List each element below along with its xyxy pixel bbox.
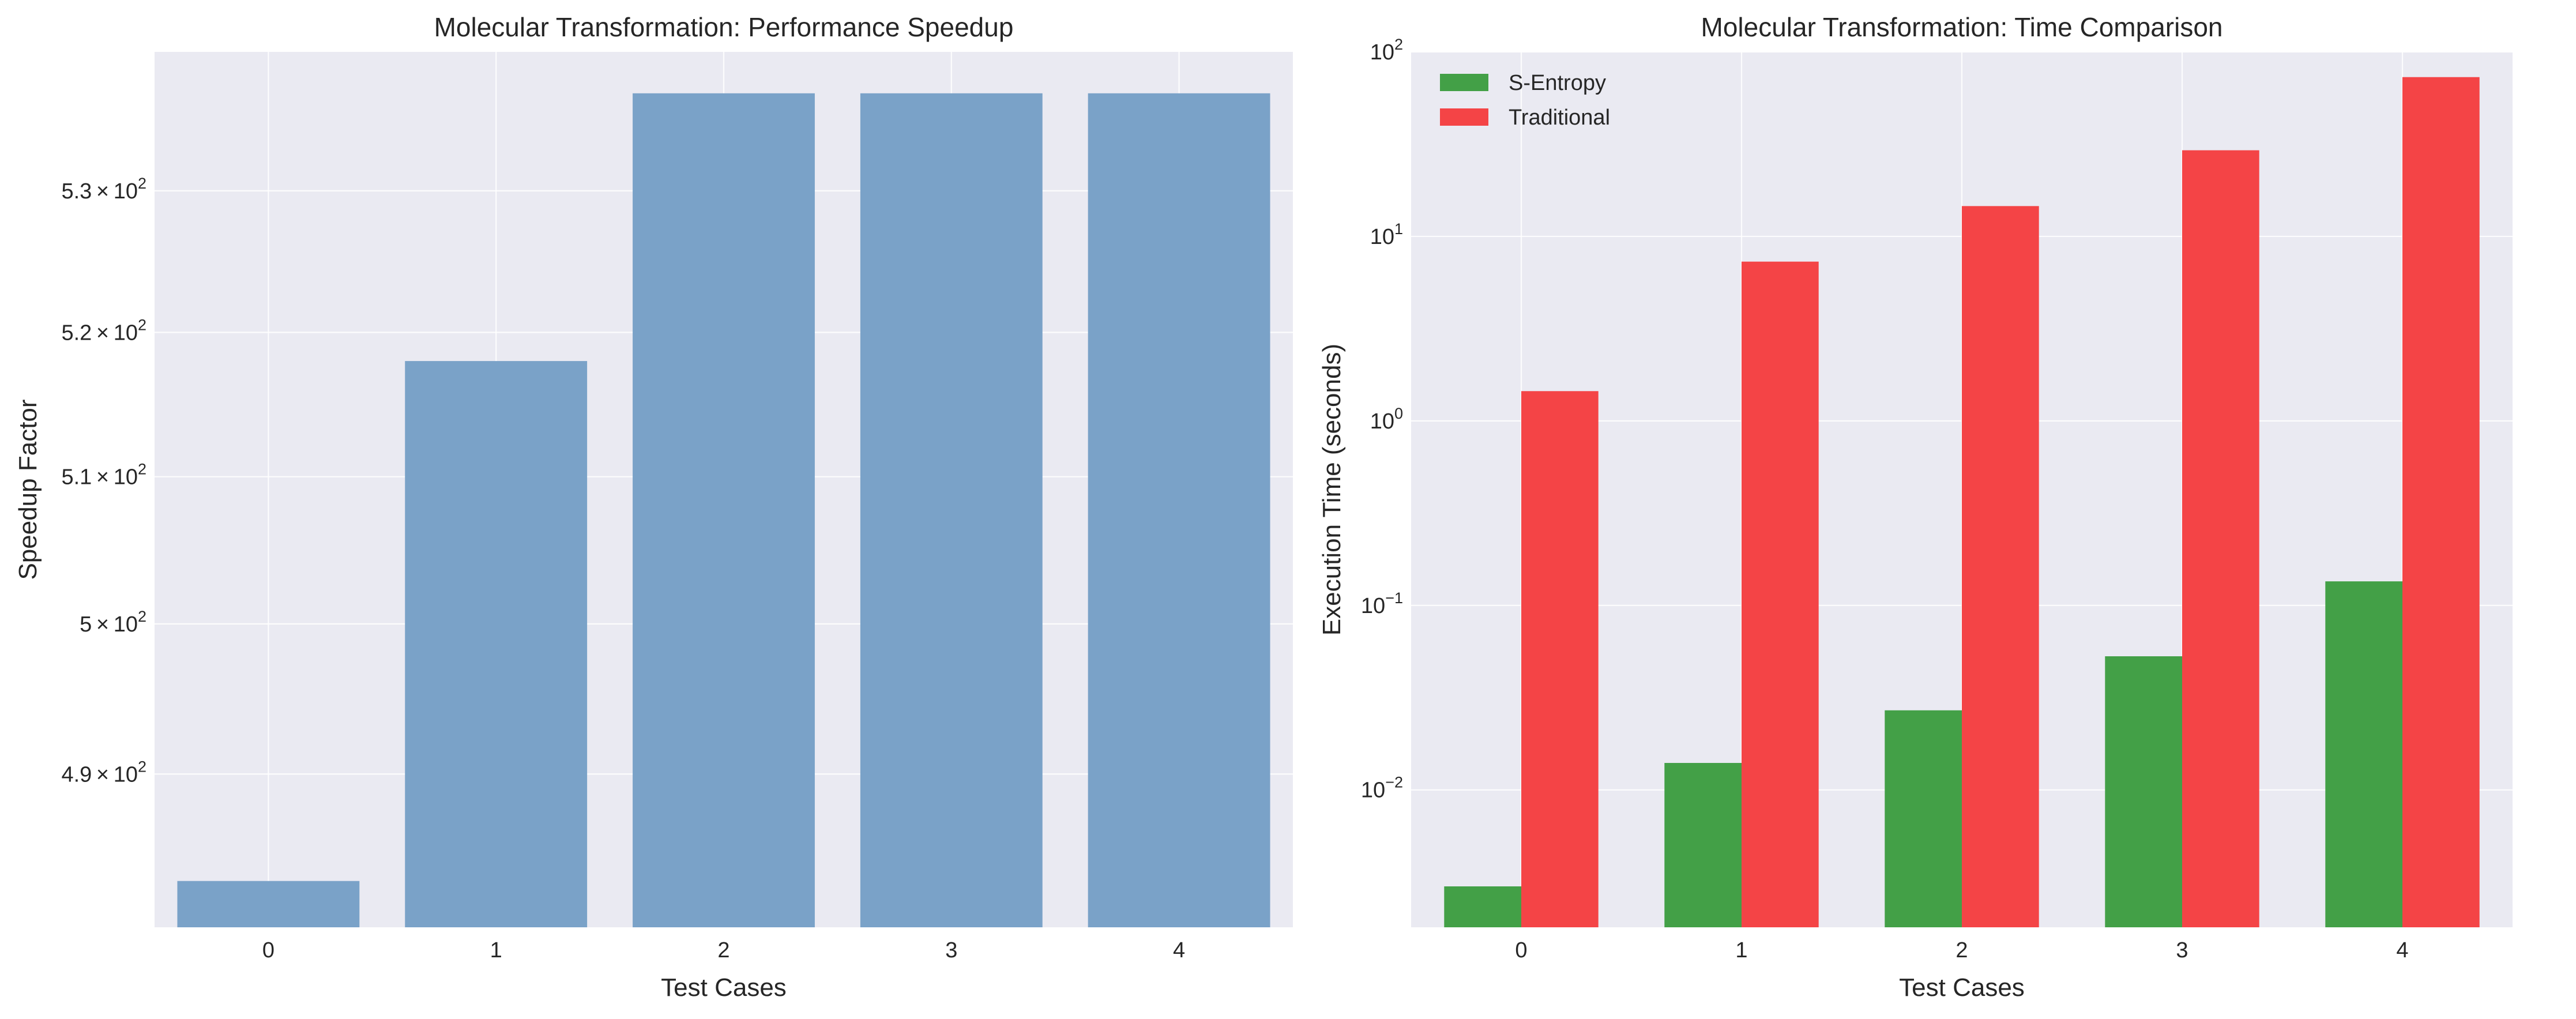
speedup-x-tick-label: 4 <box>1173 938 1185 962</box>
speedup-y-tick-label: 4.9 × 102 <box>61 758 146 787</box>
time-x-tick-label: 1 <box>1735 938 1747 962</box>
time-comparison-chart: 0 1 2 3 4 10−2 10−1 100 101 102 Molecular Transf… <box>1318 12 2513 1002</box>
speedup-y-tick-label: 5.2 × 102 <box>61 316 146 345</box>
speedup-chart: 0 1 2 3 4 4.9 × 102 5 × 102 5.1 × 102 5.2 × 102… <box>14 12 1293 1002</box>
time-bar-s-entropy <box>1664 762 1742 927</box>
time-bars <box>1444 77 2480 928</box>
speedup-x-tick-label: 2 <box>717 938 729 962</box>
speedup-bar <box>177 881 360 927</box>
time-bar-s-entropy <box>1444 886 1521 927</box>
speedup-y-tick-label: 5.1 × 102 <box>61 461 146 490</box>
speedup-chart-title: Molecular Transformation: Performance Sp… <box>434 12 1014 42</box>
legend-swatch-traditional <box>1440 108 1488 126</box>
speedup-x-tick-label: 3 <box>945 938 957 962</box>
time-y-tick-label: 102 <box>1370 36 1403 65</box>
speedup-x-axis-label: Test Cases <box>661 973 787 1002</box>
legend-label-traditional: Traditional <box>1509 106 1610 130</box>
speedup-bar <box>860 93 1043 928</box>
time-y-tick-label: 101 <box>1370 220 1403 249</box>
time-bar-traditional <box>2182 150 2259 928</box>
time-y-tick-label: 10−1 <box>1361 589 1403 618</box>
time-x-tick-label: 3 <box>2176 938 2188 962</box>
time-bar-s-entropy <box>2325 581 2402 927</box>
speedup-x-tick-label: 1 <box>490 938 502 962</box>
speedup-bar <box>405 361 588 927</box>
time-bar-s-entropy <box>2105 656 2182 927</box>
speedup-y-ticks: 4.9 × 102 5 × 102 5.1 × 102 5.2 × 102 5.3 × … <box>61 175 146 787</box>
time-bar-traditional <box>1742 261 1819 927</box>
time-x-tick-label: 0 <box>1515 938 1527 962</box>
speedup-y-axis-label: Speedup Factor <box>14 399 42 580</box>
time-x-tick-label: 4 <box>2396 938 2408 962</box>
speedup-y-tick-label: 5.3 × 102 <box>61 175 146 204</box>
speedup-bars <box>177 93 1270 928</box>
speedup-x-tick-label: 0 <box>262 938 274 962</box>
time-x-axis-label: Test Cases <box>1899 973 2025 1002</box>
time-bar-s-entropy <box>1885 710 1962 927</box>
time-x-tick-label: 2 <box>1955 938 1968 962</box>
legend-swatch-s-entropy <box>1440 74 1488 91</box>
time-y-tick-label: 10−2 <box>1361 774 1403 803</box>
legend-label-s-entropy: S-Entropy <box>1509 71 1606 95</box>
speedup-x-ticks: 0 1 2 3 4 <box>262 938 1185 962</box>
speedup-bar <box>1088 93 1270 928</box>
time-bar-traditional <box>1521 391 1599 927</box>
time-bar-traditional <box>2402 77 2480 928</box>
time-legend: S-Entropy Traditional <box>1440 71 1610 130</box>
speedup-y-tick-label: 5 × 102 <box>80 608 146 637</box>
time-x-ticks: 0 1 2 3 4 <box>1515 938 2408 962</box>
time-y-ticks: 10−2 10−1 100 101 102 <box>1361 36 1403 803</box>
speedup-bar <box>633 93 815 928</box>
time-y-axis-label: Execution Time (seconds) <box>1318 344 1346 636</box>
time-bar-traditional <box>1962 206 2039 927</box>
time-y-tick-label: 100 <box>1370 405 1403 434</box>
time-chart-title: Molecular Transformation: Time Compariso… <box>1701 12 2223 42</box>
